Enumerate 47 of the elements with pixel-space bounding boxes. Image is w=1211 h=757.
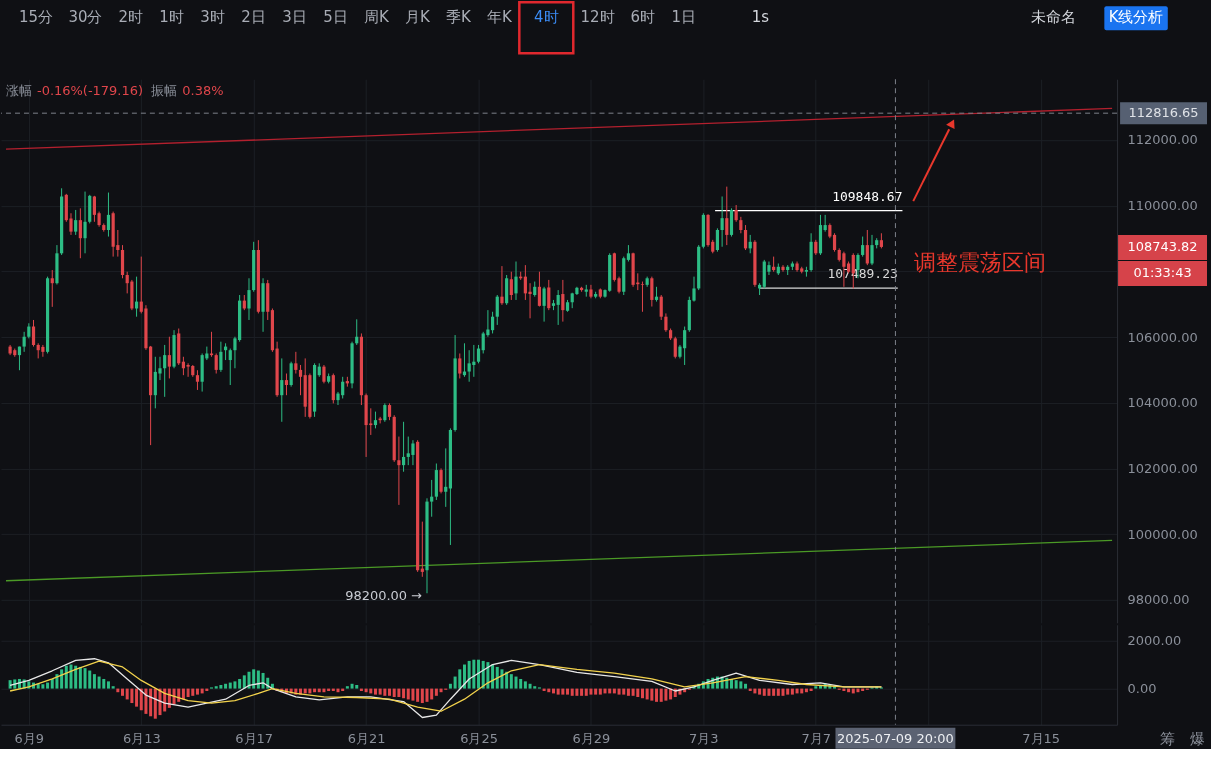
x-tick-label: 7月15: [1022, 731, 1061, 747]
text: K线分析: [1108, 8, 1164, 27]
y-tick-label: 100000.00: [1127, 526, 1198, 542]
y-tick-label: 110000.00: [1127, 198, 1198, 214]
x-tick-label: 6月25: [460, 731, 498, 747]
x-tick-label: 7月7: [801, 731, 832, 747]
category-label: 2日: [241, 8, 266, 27]
text: 01:33:43: [1133, 265, 1192, 281]
category-label: 季K: [445, 8, 472, 27]
category-label: 1日: [671, 8, 696, 27]
category-label: 30分: [68, 8, 103, 27]
x-tick-label: 6月17: [235, 731, 274, 747]
y-tick-label: 112000.00: [1127, 132, 1198, 148]
text: 爆: [1189, 729, 1205, 748]
text: 筹: [1159, 729, 1175, 748]
x-tick-label: 6月21: [347, 731, 386, 747]
category-label: 15分: [18, 8, 53, 27]
annotation: 98200.00 →: [345, 588, 423, 604]
ref-line-label: 112816.65: [1128, 105, 1199, 121]
y-tick-label: 106000.00: [1127, 329, 1198, 345]
text: 108743.82: [1127, 239, 1198, 255]
x-tick-label: 7月3: [689, 731, 719, 747]
category-label: 5日: [323, 8, 348, 27]
y-tick-label: 102000.00: [1127, 460, 1198, 476]
category-label: 1时: [159, 8, 184, 27]
y-tick-label: 104000.00: [1127, 395, 1198, 411]
category-label: 3时: [200, 8, 225, 27]
category-label: 4时: [534, 8, 559, 27]
chart-subtitle: 涨幅 -0.16%(-179.16) 振幅 0.38%: [6, 83, 224, 99]
x-tick-label: 6月29: [572, 731, 611, 747]
data-label: 109848.67: [832, 188, 903, 204]
y-tick-label: 2000.00: [1127, 632, 1182, 648]
y-tick-label: 0.00: [1127, 681, 1157, 697]
x-tick-label: 6月13: [122, 731, 161, 747]
category-label: 6时: [630, 8, 655, 27]
text: 1s: [751, 8, 770, 27]
category-label: 12时: [580, 8, 615, 27]
y-tick-label: 98000.00: [1127, 592, 1190, 608]
annotation: 调整震荡区间: [914, 250, 1047, 276]
category-label: 月K: [404, 8, 431, 27]
x-tick-label: 6月9: [14, 731, 45, 747]
category-label: 周K: [364, 8, 391, 27]
category-label: 年K: [486, 8, 513, 27]
category-label: 3日: [282, 8, 307, 27]
text: 未命名: [1030, 8, 1076, 27]
ref-line-label: 2025-07-09 20:00: [836, 730, 954, 746]
category-label: 2时: [118, 8, 143, 27]
